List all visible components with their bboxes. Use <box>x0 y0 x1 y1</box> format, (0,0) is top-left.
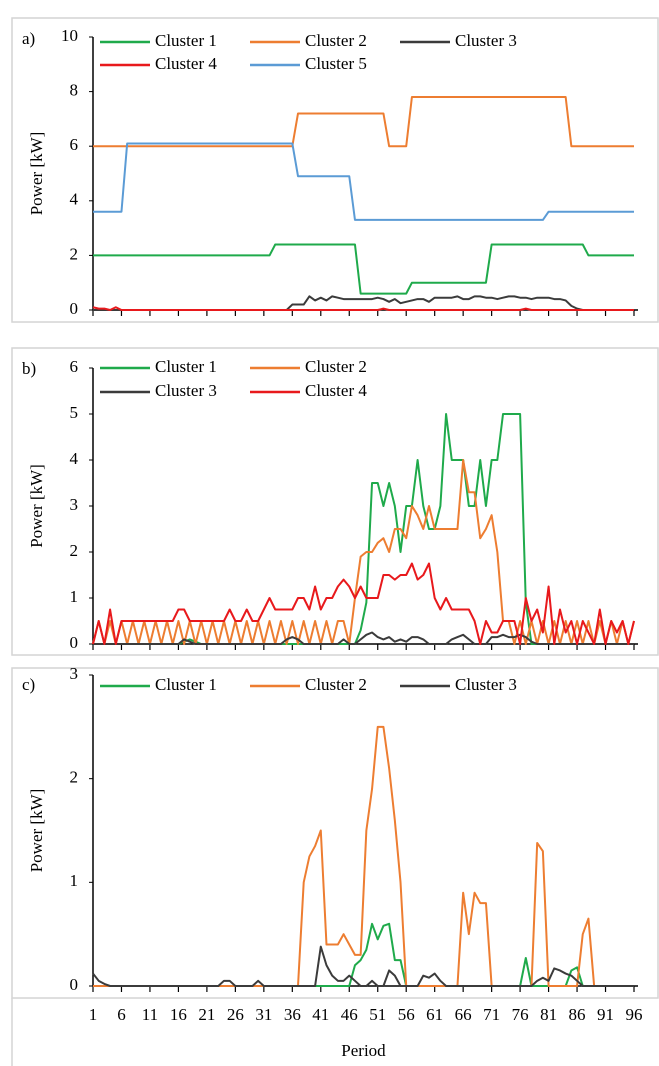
x-tick-label: 91 <box>597 1005 614 1024</box>
x-tick-label: 96 <box>626 1005 643 1024</box>
series-line <box>93 725 634 987</box>
series-line <box>93 142 634 221</box>
y-tick-label: 4 <box>70 190 79 209</box>
y-tick-label: 0 <box>70 299 79 318</box>
panel-label: a) <box>22 29 35 48</box>
legend-label: Cluster 3 <box>455 31 517 50</box>
y-axis-label: Power [kW] <box>27 464 46 548</box>
x-tick-label: 66 <box>455 1005 472 1024</box>
x-tick-label: 51 <box>369 1005 386 1024</box>
y-tick-label: 6 <box>70 357 79 376</box>
x-tick-label: 21 <box>198 1005 215 1024</box>
x-tick-label: 16 <box>170 1005 187 1024</box>
legend-label: Cluster 2 <box>305 675 367 694</box>
legend-label: Cluster 4 <box>305 381 367 400</box>
x-tick-label: 76 <box>512 1005 529 1024</box>
y-tick-label: 3 <box>70 664 79 683</box>
legend-label: Cluster 1 <box>155 31 217 50</box>
series-line <box>93 922 634 987</box>
y-tick-label: 1 <box>70 587 79 606</box>
x-tick-label: 36 <box>284 1005 301 1024</box>
series-line <box>92 306 634 311</box>
legend-label: Cluster 3 <box>155 381 217 400</box>
x-axis-label: Period <box>341 1041 386 1060</box>
y-tick-label: 0 <box>70 975 79 994</box>
series-line <box>93 96 634 148</box>
x-tick-label: 56 <box>398 1005 415 1024</box>
y-tick-label: 6 <box>70 135 79 154</box>
x-tick-label: 41 <box>312 1005 329 1024</box>
panel-label: b) <box>22 359 36 378</box>
series-line <box>92 945 634 987</box>
panel-frame <box>11 347 659 656</box>
y-tick-label: 3 <box>70 495 79 514</box>
x-tick-label: 81 <box>540 1005 557 1024</box>
y-axis-label: Power [kW] <box>27 789 46 873</box>
x-tick-label: 86 <box>569 1005 586 1024</box>
legend-label: Cluster 1 <box>155 675 217 694</box>
series-line <box>93 243 634 295</box>
x-tick-label: 71 <box>483 1005 500 1024</box>
y-axis-label: Power [kW] <box>27 132 46 216</box>
legend-label: Cluster 5 <box>305 54 367 73</box>
legend-label: Cluster 4 <box>155 54 217 73</box>
y-tick-label: 1 <box>70 871 79 890</box>
legend-label: Cluster 2 <box>305 31 367 50</box>
series-line <box>92 562 635 645</box>
y-tick-label: 2 <box>70 768 79 787</box>
y-tick-label: 4 <box>70 449 79 468</box>
x-tick-label: 61 <box>426 1005 443 1024</box>
x-tick-label: 46 <box>341 1005 358 1024</box>
x-tick-label: 31 <box>255 1005 272 1024</box>
series-line <box>93 413 634 645</box>
series-line <box>93 295 634 311</box>
x-tick-label: 11 <box>142 1005 158 1024</box>
legend-label: Cluster 3 <box>455 675 517 694</box>
y-tick-label: 2 <box>70 541 79 560</box>
y-tick-label: 10 <box>61 26 78 45</box>
series-line <box>93 631 634 645</box>
legend-label: Cluster 2 <box>305 357 367 376</box>
x-tick-label: 6 <box>117 1005 126 1024</box>
panel-frame <box>11 667 659 999</box>
panel-frame <box>11 17 659 323</box>
y-tick-label: 2 <box>70 244 79 263</box>
x-tick-label: 26 <box>227 1005 244 1024</box>
y-tick-label: 8 <box>70 81 79 100</box>
x-tick-label: 1 <box>89 1005 98 1024</box>
legend-label: Cluster 1 <box>155 357 217 376</box>
y-tick-label: 5 <box>70 403 79 422</box>
panel-label: c) <box>22 675 35 694</box>
y-tick-label: 0 <box>70 633 79 652</box>
